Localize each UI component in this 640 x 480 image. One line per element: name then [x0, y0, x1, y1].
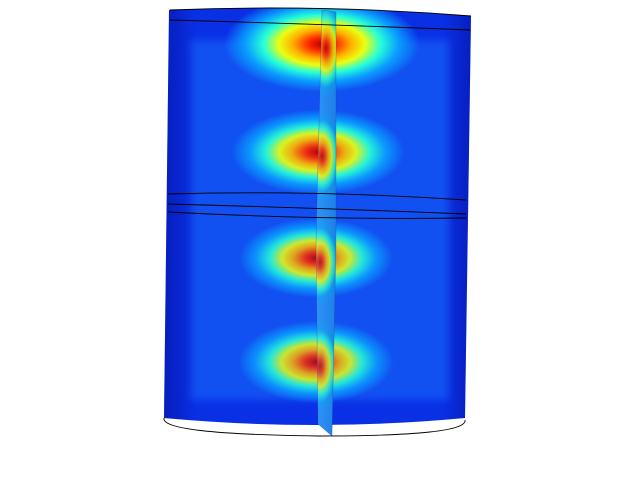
mid-joint-middle [167, 203, 467, 215]
geometry-outlines [163, 7, 472, 437]
mid-joint-lower [167, 211, 467, 219]
mid-joint-upper [167, 192, 467, 201]
bottom-rim [163, 417, 466, 437]
cut-plane [316, 10, 336, 436]
top-rim-back [169, 7, 472, 17]
top-rim-front [169, 19, 471, 31]
cut-plane-tint [316, 10, 336, 436]
